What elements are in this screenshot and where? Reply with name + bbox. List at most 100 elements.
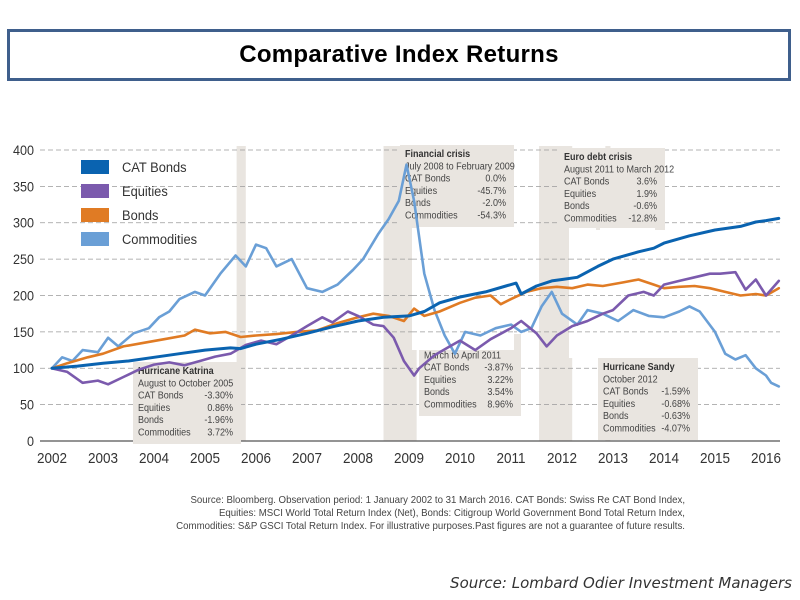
x-tick-label: 2008 xyxy=(343,450,373,467)
annotation-row-label: Bonds xyxy=(564,201,590,213)
annotation-row-value: -4.07% xyxy=(661,423,690,435)
x-tick-label: 2006 xyxy=(241,450,271,467)
annotation-row-label: Equities xyxy=(603,398,635,410)
annotation-row-label: Bonds xyxy=(603,411,629,423)
legend-swatch xyxy=(81,184,109,198)
annotation-row-label: Equities xyxy=(138,402,170,414)
annotation-row-value: -0.68% xyxy=(661,398,690,410)
chart-title-box: Comparative Index Returns xyxy=(7,29,791,81)
annotation-row-value: 1.9% xyxy=(636,188,657,200)
source-note-line: Equities: MSCI World Total Return Index … xyxy=(218,508,685,519)
y-tick-label: 350 xyxy=(13,179,34,195)
series-line-bonds xyxy=(50,278,781,370)
annotation-row-label: Commodities xyxy=(603,423,656,435)
y-tick-label: 200 xyxy=(13,288,34,304)
legend-swatch xyxy=(81,208,109,222)
series-lines xyxy=(50,163,781,388)
legend-swatch xyxy=(81,160,109,174)
x-tick-label: 2010 xyxy=(445,450,475,467)
annotation-title: Hurricane Sandy xyxy=(603,361,675,373)
annotation-title: Financial crisis xyxy=(405,148,471,160)
x-tick-label: 2007 xyxy=(292,450,322,467)
annotation-row-label: Commodities xyxy=(424,399,477,411)
series-line-equities xyxy=(50,270,781,386)
legend-label: Commodities xyxy=(122,232,197,248)
annotation-period: August 2011 to March 2012 xyxy=(564,164,674,176)
chart-title: Comparative Index Returns xyxy=(239,41,559,68)
legend-swatch xyxy=(81,232,109,246)
x-tick-label: 2003 xyxy=(88,450,118,467)
annotation-row-value: 3.72% xyxy=(207,427,233,439)
x-tick-label: 2014 xyxy=(649,450,679,467)
annotation-row-label: Commodities xyxy=(405,210,458,222)
y-tick-label: 400 xyxy=(13,142,34,158)
legend-label: Equities xyxy=(122,184,168,200)
annotation-row-value: -3.87% xyxy=(484,362,513,374)
source-credit: Source: Lombard Odier Investment Manager… xyxy=(450,574,792,592)
annotation-row-value: 8.96% xyxy=(487,399,513,411)
y-tick-label: 150 xyxy=(13,324,34,340)
x-tick-label: 2004 xyxy=(139,450,169,467)
annotation-row-label: CAT Bonds xyxy=(424,362,469,374)
annotation-row-label: Commodities xyxy=(138,427,191,439)
annotation-period: October 2012 xyxy=(603,374,658,386)
x-tick-label: 2011 xyxy=(496,450,525,467)
annotation-row-label: Bonds xyxy=(405,198,431,210)
annotation-row-value: -1.96% xyxy=(204,415,233,427)
annotation-row-label: Equities xyxy=(405,185,437,197)
source-note: Source: Bloomberg. Observation period: 1… xyxy=(141,494,685,533)
annotation-row-value: 3.22% xyxy=(487,374,513,386)
annotation-row-label: Bonds xyxy=(424,387,450,399)
x-tick-label: 2016 xyxy=(751,450,781,467)
y-tick-label: 250 xyxy=(13,252,34,268)
x-tick-label: 2015 xyxy=(700,450,730,467)
annotation-row-value: -45.7% xyxy=(477,185,506,197)
annotation-box xyxy=(559,148,665,230)
annotation-period: August to October 2005 xyxy=(138,378,234,390)
legend-label: Bonds xyxy=(122,208,159,224)
annotation-row-label: CAT Bonds xyxy=(564,176,609,188)
annotation-row-label: CAT Bonds xyxy=(138,390,183,402)
annotation-row-value: -2.0% xyxy=(482,198,506,210)
y-tick-label: 300 xyxy=(13,215,34,231)
x-axis-labels: 2002 2003 2004 2005 2006 2007 2008 2009 2010 2011… xyxy=(37,450,781,467)
series-line-commodities xyxy=(50,163,781,388)
y-tick-label: 50 xyxy=(20,397,34,413)
annotation-row-value: -54.3% xyxy=(477,210,506,222)
legend-label: CAT Bonds xyxy=(122,160,187,176)
annotation-box xyxy=(133,362,241,444)
annotation-row-value: -12.8% xyxy=(628,213,657,225)
annotation-row-label: Bonds xyxy=(138,415,164,427)
annotation-row-value: -3.30% xyxy=(204,390,233,402)
legend: CAT Bonds Equities Bonds Commodities xyxy=(81,160,197,248)
annotation-period: March to April 2011 xyxy=(424,350,501,362)
annotation-row-label: CAT Bonds xyxy=(603,386,648,398)
x-tick-label: 2009 xyxy=(394,450,424,467)
event-band xyxy=(236,146,246,441)
annotation-row-value: 0.0% xyxy=(485,173,506,185)
annotation-title: Hurricane Katrina xyxy=(138,365,214,377)
annotation-row-label: CAT Bonds xyxy=(405,173,450,185)
annotation-row-value: -1.59% xyxy=(661,386,690,398)
annotation-box xyxy=(598,358,698,440)
source-note-line: Commodities: S&P GSCI Total Return Index… xyxy=(176,521,685,532)
annotation-row-label: Commodities xyxy=(564,213,617,225)
annotation-row-value: 3.6% xyxy=(636,176,657,188)
annotation-row-label: Equities xyxy=(424,374,456,386)
y-tick-label: 0 xyxy=(27,433,34,449)
annotation-row-value: 0.86% xyxy=(207,402,233,414)
y-tick-label: 100 xyxy=(13,361,34,377)
annotation-title: Euro debt crisis xyxy=(564,151,633,163)
annotation-row-value: 3.54% xyxy=(487,387,513,399)
annotation-row-value: -0.6% xyxy=(633,201,657,213)
band-gap xyxy=(569,228,596,358)
x-tick-label: 2013 xyxy=(598,450,628,467)
x-tick-label: 2012 xyxy=(547,450,577,467)
annotation-period: July 2008 to February 2009 xyxy=(405,161,515,173)
y-axis-labels: 0 50 100 150 200 250 300 350 400 xyxy=(13,142,34,449)
